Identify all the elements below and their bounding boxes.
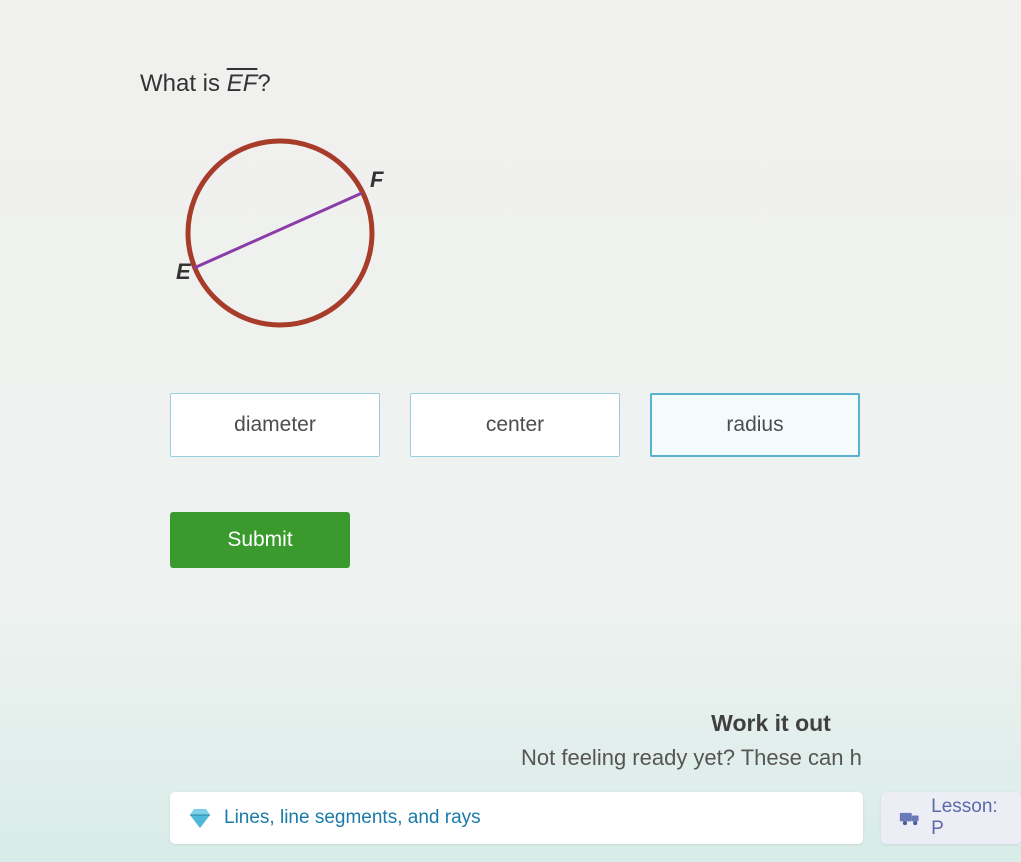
option-radius[interactable]: radius bbox=[650, 393, 860, 457]
work-it-out-title: Work it out bbox=[521, 710, 1021, 737]
option-center[interactable]: center bbox=[410, 393, 620, 457]
gem-icon bbox=[188, 806, 212, 830]
submit-button[interactable]: Submit bbox=[170, 512, 350, 568]
svg-text:F: F bbox=[370, 167, 384, 192]
question-text: What is EF? bbox=[140, 70, 1021, 98]
svg-text:E: E bbox=[176, 259, 192, 284]
related-skill-text: Lines, line segments, and rays bbox=[224, 807, 481, 829]
question-suffix: ? bbox=[257, 70, 270, 97]
answer-options: diameter center radius bbox=[170, 393, 1021, 457]
diagram-svg: EF bbox=[170, 123, 400, 348]
option-diameter[interactable]: diameter bbox=[170, 393, 380, 457]
circle-diagram: EF bbox=[170, 123, 1021, 353]
question-segment: EF bbox=[227, 70, 258, 97]
lesson-link[interactable]: Lesson: P bbox=[881, 792, 1021, 844]
related-skill-link[interactable]: Lines, line segments, and rays bbox=[170, 792, 863, 844]
question-prefix: What is bbox=[140, 70, 227, 97]
bottom-bar: Lines, line segments, and rays Lesson: P bbox=[170, 792, 1021, 844]
work-it-out-section: Work it out Not feeling ready yet? These… bbox=[521, 710, 1021, 771]
lesson-text: Lesson: P bbox=[931, 796, 1003, 840]
truck-icon bbox=[899, 807, 921, 829]
work-it-out-subtitle: Not feeling ready yet? These can h bbox=[521, 745, 1021, 771]
